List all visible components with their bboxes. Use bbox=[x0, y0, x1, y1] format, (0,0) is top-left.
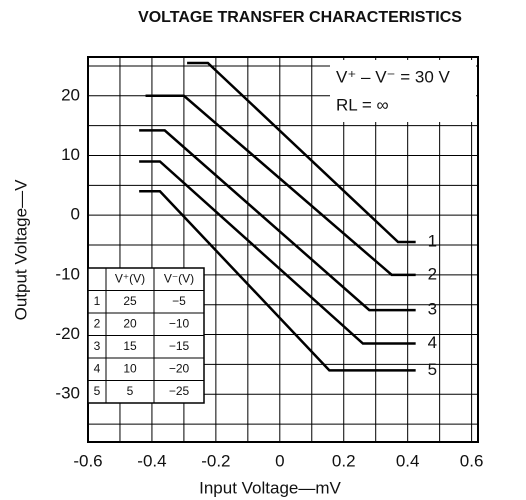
table-cell: 25 bbox=[123, 294, 137, 308]
series-label: 3 bbox=[428, 300, 437, 319]
table-cell: 4 bbox=[94, 361, 101, 375]
table-cell: −10 bbox=[169, 316, 190, 330]
y-tick-label: -10 bbox=[55, 264, 80, 283]
table-header: V⁺(V) bbox=[115, 271, 145, 285]
table-cell: 15 bbox=[123, 339, 137, 353]
y-tick-label: 0 bbox=[71, 205, 80, 224]
y-axis-label: Output Voltage—V bbox=[11, 179, 30, 320]
series-label: 4 bbox=[428, 333, 437, 352]
table-cell: −20 bbox=[169, 361, 190, 375]
series-line bbox=[145, 94, 416, 277]
x-tick-label: 0.2 bbox=[332, 451, 356, 470]
x-tick-label: -0.4 bbox=[137, 451, 166, 470]
series-line bbox=[187, 61, 416, 244]
series-line bbox=[139, 129, 416, 312]
table-cell: −25 bbox=[169, 384, 190, 398]
table-cell: 2 bbox=[94, 316, 101, 330]
chart-title: VOLTAGE TRANSFER CHARACTERISTICS bbox=[138, 9, 462, 26]
table-cell: 5 bbox=[94, 384, 101, 398]
annotation: RL = ∞ bbox=[336, 95, 389, 114]
table-header: V⁻(V) bbox=[164, 271, 194, 285]
x-tick-label: 0.6 bbox=[460, 451, 484, 470]
table-cell: 20 bbox=[123, 316, 137, 330]
x-tick-label: -0.6 bbox=[73, 451, 102, 470]
table-cell: 1 bbox=[94, 294, 101, 308]
series-label: 5 bbox=[428, 360, 437, 379]
x-axis-label: Input Voltage—mV bbox=[199, 478, 341, 497]
x-tick-label: -0.2 bbox=[201, 451, 230, 470]
series-label: 1 bbox=[428, 232, 437, 251]
y-tick-label: -30 bbox=[55, 384, 80, 403]
table-cell: 5 bbox=[127, 384, 134, 398]
y-tick-label: 10 bbox=[61, 145, 80, 164]
annotation: V⁺ – V⁻ = 30 V bbox=[336, 67, 451, 86]
table-cell: −5 bbox=[172, 294, 186, 308]
table-cell: 3 bbox=[94, 339, 101, 353]
series-label: 2 bbox=[428, 264, 437, 283]
x-tick-label: 0.4 bbox=[396, 451, 420, 470]
table-cell: 10 bbox=[123, 361, 137, 375]
series-line bbox=[139, 190, 416, 372]
plot-frame bbox=[87, 56, 479, 443]
table-cell: −15 bbox=[169, 339, 190, 353]
series-line bbox=[139, 160, 416, 345]
y-tick-label: 20 bbox=[61, 85, 80, 104]
y-tick-label: -20 bbox=[55, 324, 80, 343]
annotation-box bbox=[330, 60, 476, 122]
x-tick-label: 0 bbox=[275, 451, 284, 470]
